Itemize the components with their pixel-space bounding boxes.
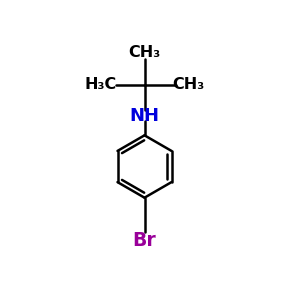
Text: CH₃: CH₃ — [128, 45, 160, 60]
Text: Br: Br — [133, 231, 156, 250]
Text: NH: NH — [130, 107, 160, 125]
Text: CH₃: CH₃ — [172, 77, 205, 92]
Text: H₃C: H₃C — [85, 77, 117, 92]
